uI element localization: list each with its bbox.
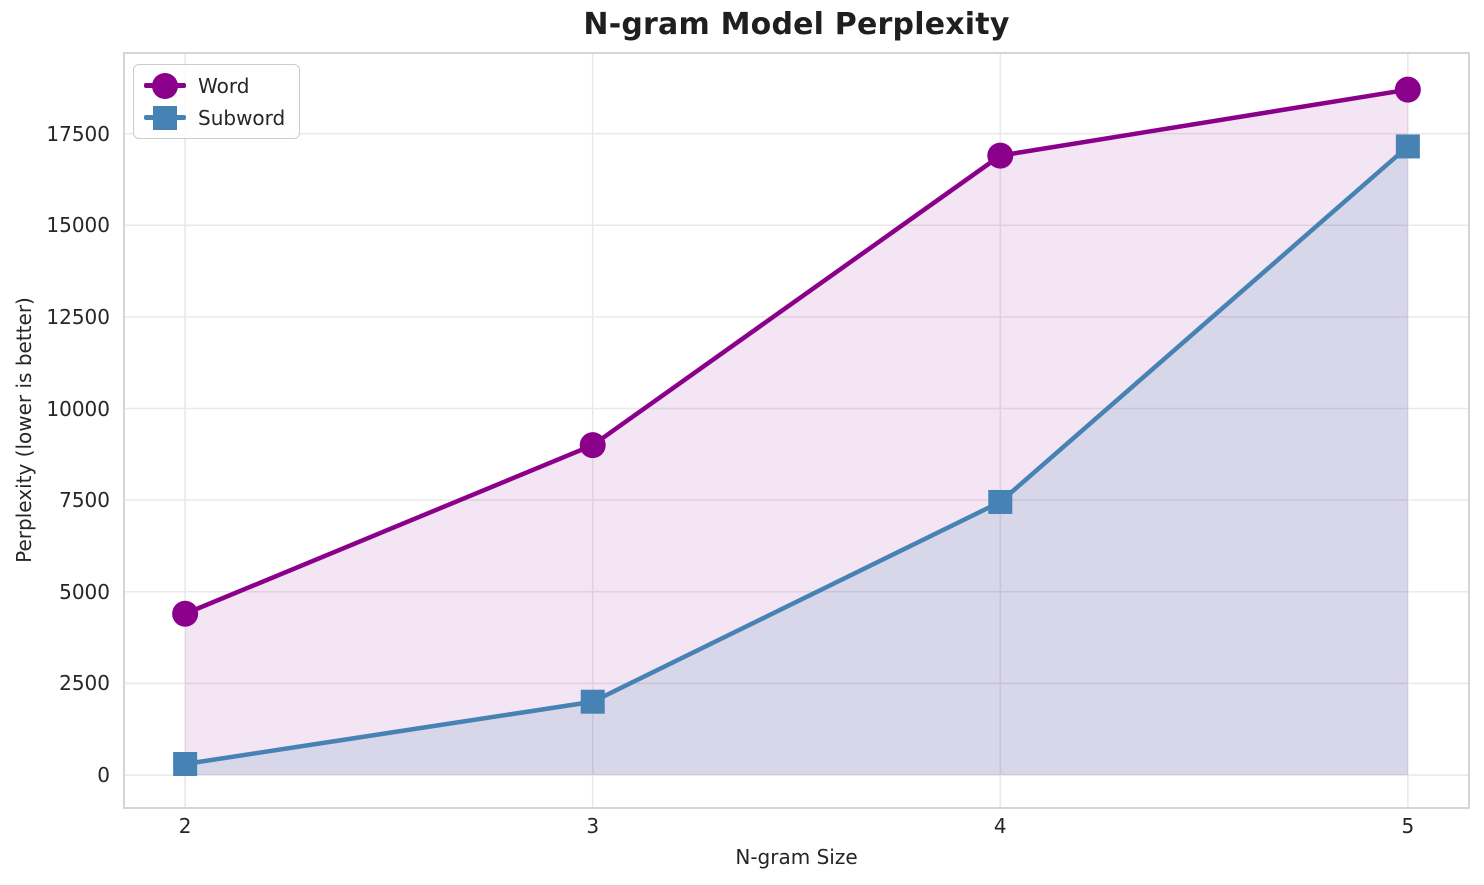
y-tick-label: 7500 <box>59 488 110 513</box>
word-series-line <box>182 87 1411 617</box>
subword-series-line <box>182 144 1411 767</box>
legend: Word Subword <box>133 64 301 139</box>
subword-square-marker-icon <box>153 105 177 130</box>
subword-series-marker <box>173 752 198 777</box>
subword-series-fill <box>185 146 1408 776</box>
subword-series-swatch-icon <box>144 104 186 131</box>
word-series-marker <box>1394 76 1421 103</box>
y-tick-label: 10000 <box>46 396 110 421</box>
y-tick-label: 17500 <box>46 121 110 146</box>
legend-label-word: Word <box>198 73 250 98</box>
legend-item-word: Word <box>144 72 285 99</box>
x-tick-label: 2 <box>178 814 192 838</box>
x-axis-label: N-gram Size <box>735 845 858 869</box>
y-tick-label: 15000 <box>46 213 110 238</box>
word-series-swatch-icon <box>144 72 186 99</box>
subword-series-marker <box>988 489 1013 514</box>
word-series-marker <box>987 142 1014 169</box>
word-series-marker <box>172 600 199 627</box>
word-series-fill <box>185 89 1408 776</box>
y-axis-label: Perplexity (lower is better) <box>12 297 36 563</box>
word-series-marker <box>579 432 606 459</box>
legend-item-subword: Subword <box>144 104 285 131</box>
y-tick-label: 2500 <box>59 671 110 696</box>
y-tick-label: 5000 <box>59 579 110 604</box>
y-tick-label: 12500 <box>46 304 110 329</box>
x-tick-label: 5 <box>1401 814 1415 838</box>
chart-title: N-gram Model Perplexity <box>583 7 1010 42</box>
subword-series-marker <box>1395 134 1420 159</box>
x-tick-label: 3 <box>586 814 600 838</box>
subword-series-marker <box>580 689 605 714</box>
plot-border <box>123 52 1470 809</box>
y-tick-label: 0 <box>97 763 110 787</box>
legend-label-subword: Subword <box>198 105 286 130</box>
word-circle-marker-icon <box>152 72 178 99</box>
x-tick-label: 4 <box>993 814 1007 838</box>
